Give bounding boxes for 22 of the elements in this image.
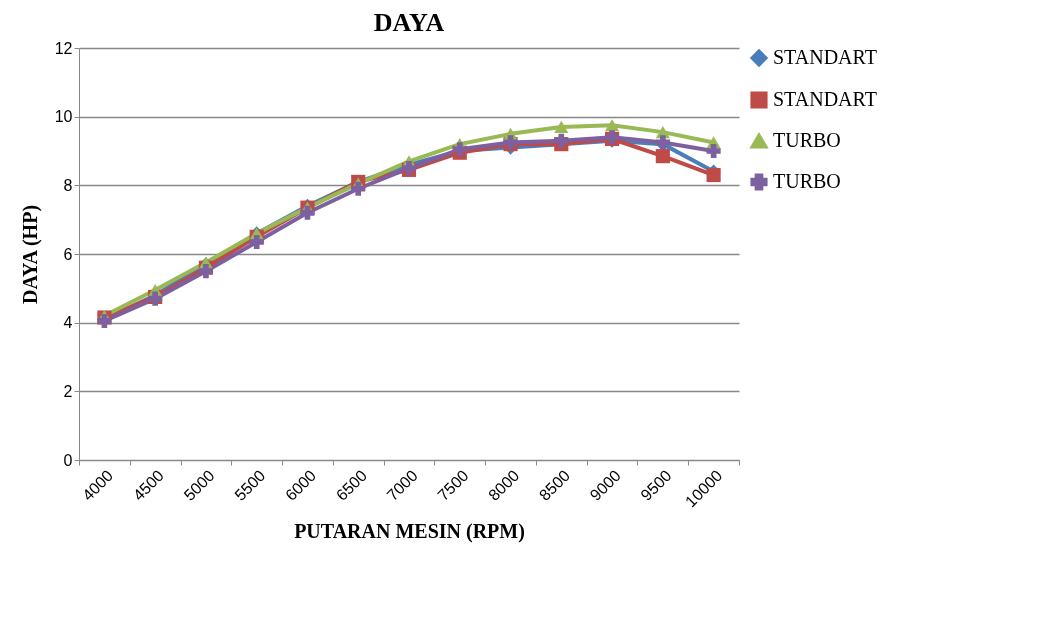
point xyxy=(655,149,670,164)
legend-label: STANDART xyxy=(773,88,877,110)
legend-label: TURBO xyxy=(773,170,841,192)
point xyxy=(351,181,366,196)
y-tick-label: 4 xyxy=(63,314,73,332)
y-tick-label: 0 xyxy=(63,451,73,469)
legend-label: TURBO xyxy=(773,129,841,151)
legend-label: STANDART xyxy=(773,46,877,68)
chart-title: DAYA xyxy=(373,8,445,37)
y-tick-label: 12 xyxy=(54,39,73,57)
y-tick-label: 2 xyxy=(63,382,73,400)
point xyxy=(198,264,213,279)
point xyxy=(249,234,264,250)
point xyxy=(554,120,569,134)
x-axis-title: PUTARAN MESIN (RPM) xyxy=(294,520,525,544)
point xyxy=(706,143,721,159)
y-tick-label: 10 xyxy=(54,108,73,126)
y-axis-title: DAYA (HP) xyxy=(18,204,42,305)
point xyxy=(554,133,569,148)
y-tick-label: 6 xyxy=(63,245,73,263)
y-tick-label: 8 xyxy=(63,176,73,194)
point xyxy=(300,205,315,220)
